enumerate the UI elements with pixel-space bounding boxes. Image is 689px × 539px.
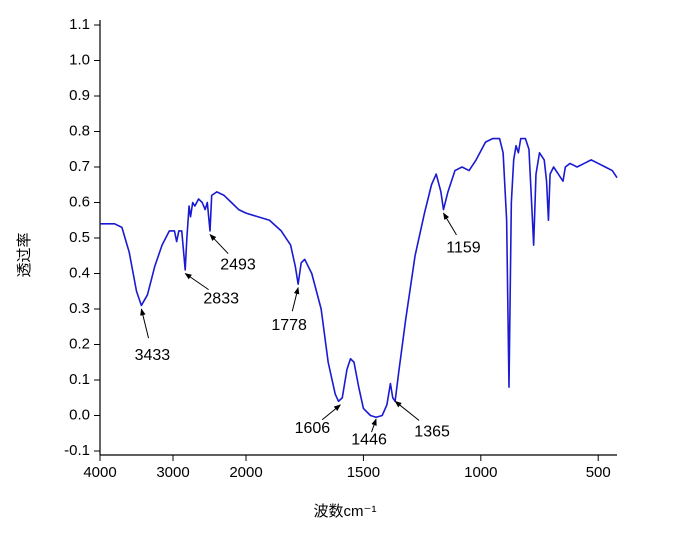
annotation-label: 1606 <box>295 420 331 437</box>
y-tick-label: 0.8 <box>69 122 90 139</box>
annotation-arrow <box>291 287 300 312</box>
y-tick-label: 0.4 <box>69 264 90 281</box>
annotation-label: 1778 <box>271 317 307 334</box>
annotation-label: 3433 <box>135 347 171 364</box>
y-tick-label: 1.1 <box>69 16 90 33</box>
x-tick-label: 500 <box>586 464 611 481</box>
x-tick-label: 3000 <box>156 464 189 481</box>
annotation-arrow <box>371 418 377 433</box>
annotation-label: 2833 <box>203 291 239 308</box>
annotation-arrow <box>184 273 209 291</box>
y-tick-label: 0.9 <box>69 87 90 104</box>
y-axis-label: 透过率 <box>16 232 33 277</box>
y-tick-label: 0.1 <box>69 371 90 388</box>
x-tick-label: 4000 <box>83 464 116 481</box>
y-tick-label: 0.0 <box>69 406 90 423</box>
y-tick-label: -0.1 <box>64 442 90 459</box>
annotation-label: 1446 <box>351 431 387 448</box>
annotation-arrow <box>209 233 229 255</box>
annotation-label: 1365 <box>414 424 450 441</box>
x-tick-label: 2000 <box>229 464 262 481</box>
y-tick-label: 0.6 <box>69 193 90 210</box>
annotation-arrow <box>443 212 457 236</box>
annotation-label: 1159 <box>446 239 481 256</box>
spectrum-line <box>100 137 618 419</box>
x-tick-label: 1500 <box>347 464 380 481</box>
annotation-arrow <box>394 400 420 421</box>
y-tick-label: 1.0 <box>69 51 90 68</box>
y-tick-label: 0.3 <box>69 300 90 317</box>
annotation-arrow <box>140 308 150 339</box>
y-tick-label: 0.7 <box>69 158 90 175</box>
x-axis-label: 波数cm⁻¹ <box>314 503 377 520</box>
annotation-label: 2493 <box>220 257 256 274</box>
annotation-arrow <box>321 404 341 421</box>
y-tick-label: 0.5 <box>69 229 90 246</box>
y-tick-label: 0.2 <box>69 335 90 352</box>
x-tick-label: 1000 <box>464 464 497 481</box>
